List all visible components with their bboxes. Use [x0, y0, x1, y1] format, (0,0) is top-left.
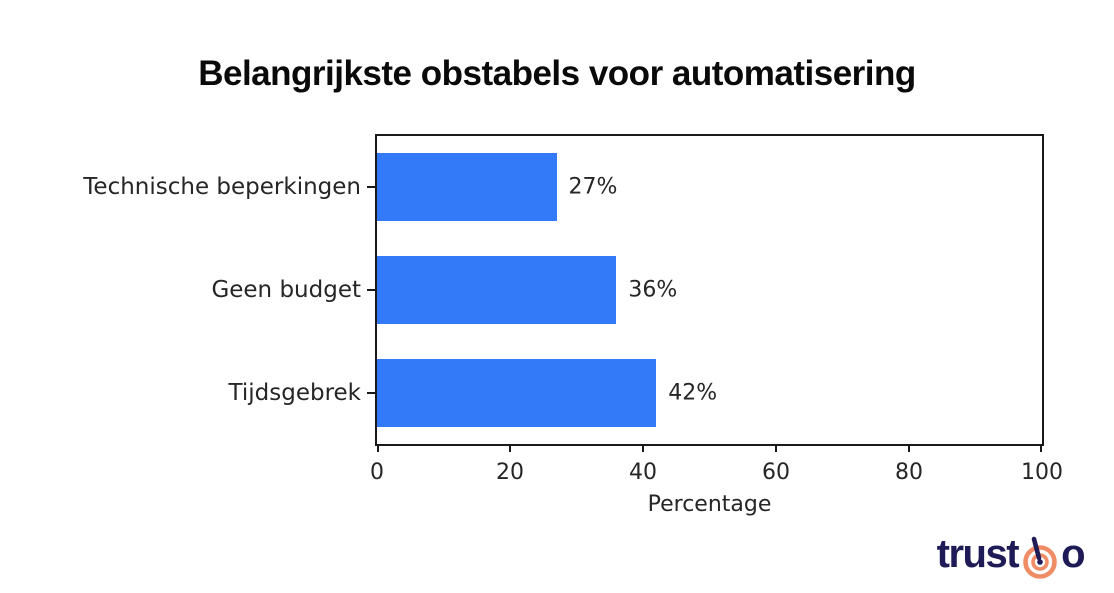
bar-value-label: 42% [668, 380, 718, 406]
y-axis-tick [367, 391, 375, 394]
y-axis-tick [367, 186, 375, 189]
y-axis-label: Technische beperkingen [83, 174, 361, 201]
chart-title: Belangrijkste obstabels voor automatiser… [198, 54, 916, 93]
bar [377, 358, 657, 427]
x-axis-tick-label: 80 [895, 460, 923, 485]
bar [377, 153, 557, 222]
x-axis-tick [509, 444, 511, 452]
bar-value-label: 27% [568, 174, 618, 200]
y-axis-label: Geen budget [211, 277, 361, 303]
x-axis-tick [908, 444, 910, 452]
y-axis-tick [367, 289, 375, 291]
y-axis-label: Tijdsgebrek [228, 379, 361, 406]
x-axis-tick-label: 0 [370, 460, 384, 485]
plot-area: 27% 36% 42% [367, 134, 1044, 452]
bar [377, 256, 617, 324]
trustoo-logo: trust o [936, 531, 1085, 579]
x-axis-tick [1040, 444, 1042, 452]
x-axis-tick [377, 444, 379, 452]
x-axis-tick-label: 100 [1021, 460, 1063, 485]
x-axis-tick-label: 20 [496, 460, 524, 485]
logo-text-trust: trust [936, 531, 1020, 576]
x-axis-tick-label: 40 [629, 460, 657, 485]
x-axis-title: Percentage [647, 492, 772, 517]
bar-value-label: 36% [628, 277, 678, 303]
x-axis-tick [642, 444, 644, 452]
logo-text-o: o [1061, 531, 1085, 576]
bullseye-icon [1023, 536, 1057, 579]
x-axis-tick [775, 444, 777, 452]
x-axis-tick-label: 60 [762, 460, 790, 485]
